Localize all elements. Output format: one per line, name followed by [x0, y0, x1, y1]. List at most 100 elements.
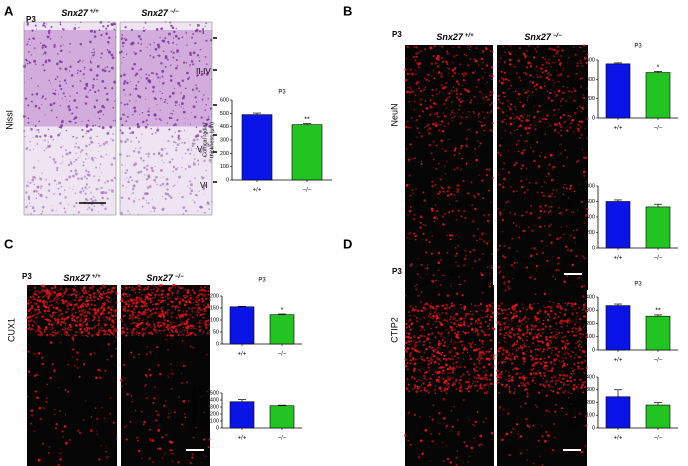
cell: [148, 74, 151, 77]
cell: [481, 234, 483, 236]
cell: [475, 366, 478, 368]
cell: [575, 318, 578, 321]
cell: [95, 166, 98, 169]
cell: [432, 140, 435, 143]
cell: [192, 285, 194, 288]
cell: [538, 350, 540, 352]
cell: [525, 66, 529, 69]
cell: [470, 357, 473, 360]
cell: [516, 332, 519, 336]
cell: [161, 195, 164, 198]
cell: [107, 300, 110, 303]
cell: [438, 320, 441, 323]
cell: [513, 307, 516, 310]
cell: [177, 181, 179, 183]
cell: [28, 305, 30, 307]
cell: [441, 332, 443, 334]
cell: [542, 56, 544, 59]
cell: [77, 157, 79, 159]
cell: [124, 114, 126, 116]
cell: [145, 322, 148, 326]
cell: [178, 175, 182, 179]
cell: [404, 365, 407, 367]
cell: [84, 102, 88, 105]
cell: [167, 40, 170, 43]
cell: [582, 367, 584, 370]
cell: [404, 329, 406, 332]
cell: [584, 360, 587, 363]
cell: [559, 144, 561, 146]
cell: [532, 336, 535, 339]
cell: [52, 321, 55, 324]
cell: [177, 129, 181, 133]
cell: [582, 308, 585, 310]
cell: [501, 312, 504, 315]
cell: [491, 91, 494, 94]
cell: [107, 342, 111, 346]
cell: [185, 209, 188, 213]
cell: [194, 42, 197, 45]
cell: [141, 304, 143, 307]
cell: [453, 71, 457, 75]
cell: [165, 295, 167, 298]
cell: [470, 328, 474, 331]
cell: [450, 234, 453, 237]
cell: [544, 58, 547, 61]
cell: [112, 421, 115, 424]
cell: [59, 132, 61, 134]
cell: [433, 113, 436, 116]
cell: [455, 365, 459, 368]
cell: [120, 318, 123, 321]
cell: [542, 327, 545, 331]
cell: [550, 331, 553, 334]
cell: [208, 329, 211, 332]
cell: [154, 311, 157, 315]
cell: [404, 345, 406, 348]
cell: [164, 312, 167, 315]
cell: [30, 327, 34, 331]
cell: [120, 287, 123, 290]
cell: [187, 141, 189, 143]
cell: [82, 363, 85, 366]
cell: [108, 333, 111, 336]
cell: [542, 371, 546, 375]
cell: [446, 52, 449, 55]
cell: [541, 251, 545, 255]
cell: [142, 159, 145, 162]
cell: [82, 302, 85, 305]
cell: [178, 50, 180, 52]
cell: [123, 37, 125, 40]
cell: [572, 131, 575, 133]
cell: [558, 360, 560, 362]
cell: [567, 348, 570, 351]
cell: [526, 328, 530, 332]
cell: [526, 114, 529, 117]
cell: [523, 344, 527, 348]
cell: [184, 167, 187, 170]
cell: [477, 305, 480, 307]
cell: [412, 192, 414, 195]
cell: [444, 165, 446, 167]
cell: [133, 62, 136, 66]
cell: [207, 287, 210, 289]
cell: [504, 385, 507, 388]
cell: [37, 192, 40, 195]
cell: [519, 325, 521, 327]
cell: [189, 331, 192, 334]
cell: [431, 185, 434, 188]
cell: [180, 130, 182, 132]
cell: [434, 335, 437, 338]
cell: [460, 303, 462, 306]
cell: [144, 313, 147, 316]
cell: [566, 342, 570, 345]
cell: [157, 429, 161, 432]
cell: [202, 304, 205, 306]
cell: [433, 216, 437, 220]
cell: [88, 143, 91, 146]
cell: [407, 126, 410, 129]
cell: [193, 317, 196, 320]
cell: [572, 326, 575, 329]
cell: [529, 254, 533, 258]
cell: [197, 163, 200, 166]
cell: [444, 382, 446, 385]
